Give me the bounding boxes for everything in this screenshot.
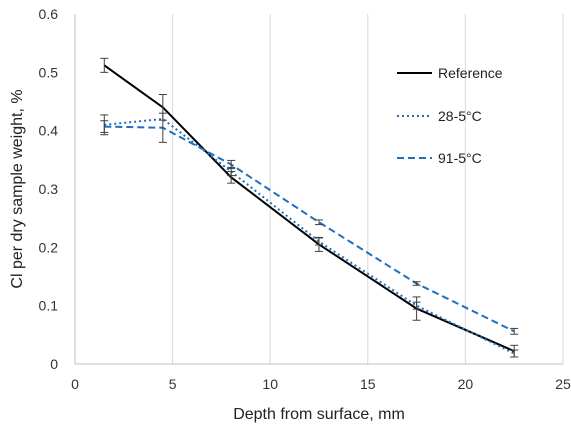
y-tick-label: 0.3 bbox=[39, 181, 59, 197]
x-tick-label: 25 bbox=[555, 376, 571, 392]
x-axis-title: Depth from surface, mm bbox=[233, 406, 405, 423]
x-tick-label: 0 bbox=[71, 376, 79, 392]
y-axis-title: Cl per dry sample weight, % bbox=[9, 89, 26, 288]
y-tick-label: 0.4 bbox=[39, 123, 59, 139]
legend-label-3: 91-5°C bbox=[438, 150, 482, 166]
y-tick-label: 0.5 bbox=[39, 64, 59, 80]
axes bbox=[74, 14, 563, 365]
series-line-2 bbox=[104, 117, 515, 355]
tick-labels: 0 5 10 15 20 25 0 0.1 0.2 0.3 0.4 0.5 0.6 bbox=[39, 6, 571, 392]
x-tick-label: 5 bbox=[169, 376, 177, 392]
series-line-3 bbox=[104, 125, 515, 333]
legend-label-1: Reference bbox=[438, 65, 503, 81]
legend-label-2: 28-5°C bbox=[438, 108, 482, 124]
error-bars bbox=[100, 57, 519, 358]
legend: Reference 28-5°C 91-5°C bbox=[397, 65, 503, 166]
y-tick-label: 0.2 bbox=[39, 239, 59, 255]
y-tick-label: 0.6 bbox=[39, 6, 59, 22]
x-tick-label: 15 bbox=[360, 376, 376, 392]
y-tick-label: 0 bbox=[50, 356, 58, 372]
grid bbox=[172, 14, 564, 364]
x-tick-label: 20 bbox=[458, 376, 474, 392]
series-line-1 bbox=[103, 64, 515, 353]
y-tick-label: 0.1 bbox=[39, 298, 59, 314]
series-group bbox=[103, 64, 515, 355]
x-tick-label: 10 bbox=[262, 376, 278, 392]
